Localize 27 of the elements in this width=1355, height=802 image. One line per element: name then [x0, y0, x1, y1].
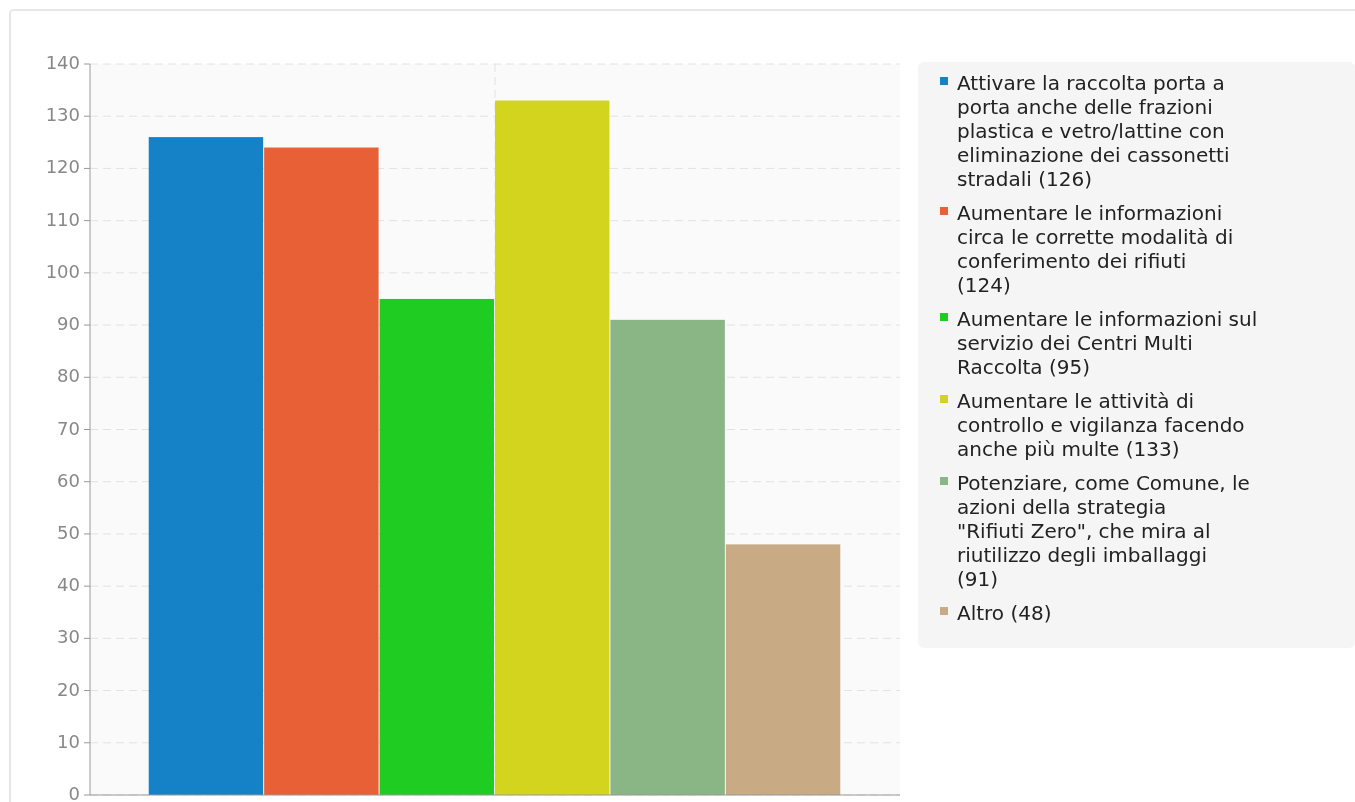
bar [610, 319, 725, 795]
y-tick-label: 140 [45, 52, 80, 73]
y-tick-label: 80 [57, 365, 80, 387]
y-tick-label: 130 [45, 104, 80, 126]
legend-label: Aumentare le attività di controllo e vigilanza facendo anche più multe (133) [957, 388, 1245, 461]
y-tick-label: 10 [57, 730, 80, 752]
bar [264, 147, 379, 795]
y-tick-label: 120 [45, 156, 80, 178]
y-tick-label: 0 [68, 783, 80, 802]
y-tick-label: 30 [57, 626, 80, 648]
y-tick-label: 100 [45, 260, 80, 282]
y-tick-label: 70 [57, 417, 80, 439]
y-tick-label: 110 [45, 208, 80, 230]
y-tick-label: 40 [57, 574, 80, 596]
legend-label: Potenziare, come Comune, le azioni della strategia "Rifiuti Zero", che mira al riutilizzo degli imballaggi (91) [957, 470, 1250, 591]
y-tick-label: 60 [57, 469, 80, 491]
bar [148, 137, 264, 795]
legend-label: Aumentare le informazioni circa le corrette modalità di conferimento dei rifiuti (124) [957, 200, 1234, 297]
y-tick-label: 50 [57, 521, 80, 543]
y-tick-label: 20 [57, 678, 80, 700]
legend-label: Attivare la raccolta porta a porta anche delle frazioni plastica e vetro/lattine con eliminazione dei cassonetti stradali (126) [957, 70, 1230, 191]
bar [495, 100, 610, 795]
legend-label: Altro (48) [957, 600, 1052, 625]
y-tick-label: 90 [57, 313, 80, 335]
bar [725, 544, 841, 795]
bar [379, 298, 494, 795]
legend-label: Aumentare le informazioni sul servizio dei Centri Multi Raccolta (95) [957, 306, 1258, 379]
